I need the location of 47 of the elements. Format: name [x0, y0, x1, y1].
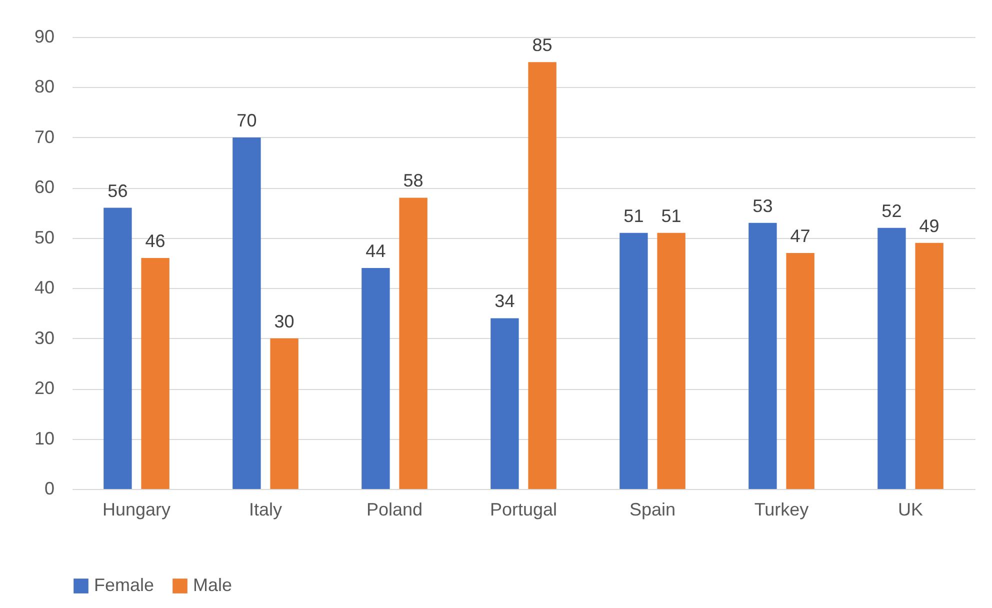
- legend-label: Female: [94, 575, 154, 595]
- x-tick-label: Poland: [366, 500, 423, 520]
- y-tick-label: 30: [34, 328, 54, 348]
- bar: [528, 62, 556, 489]
- data-label: 30: [274, 311, 294, 332]
- bar: [270, 338, 298, 489]
- data-label: 56: [108, 180, 128, 201]
- data-label: 52: [882, 200, 902, 221]
- bar: [786, 252, 814, 489]
- data-label: 51: [624, 206, 644, 226]
- y-tick-label: 70: [34, 126, 54, 147]
- y-tick-label: 90: [34, 26, 54, 46]
- x-tick-label: Turkey: [754, 500, 809, 520]
- bar: [620, 232, 648, 489]
- y-tick-label: 0: [44, 478, 54, 498]
- bar: [748, 222, 777, 489]
- data-label: 51: [661, 206, 682, 226]
- y-tick-label: 10: [34, 428, 54, 448]
- y-tick-label: 50: [34, 227, 54, 248]
- bar: [141, 258, 170, 489]
- x-tick-label: Hungary: [102, 500, 171, 520]
- data-label: 46: [145, 230, 166, 251]
- y-tick-label: 80: [34, 76, 54, 97]
- data-label: 58: [403, 170, 424, 191]
- data-label: 49: [919, 216, 940, 236]
- data-label: 70: [236, 110, 257, 130]
- bar: [878, 228, 906, 489]
- data-label: 44: [366, 241, 386, 262]
- bar: [490, 318, 519, 489]
- y-tick-label: 20: [34, 378, 54, 398]
- x-tick-label: UK: [898, 500, 924, 520]
- y-tick-label: 40: [34, 278, 54, 298]
- data-label: 53: [752, 196, 773, 216]
- bar: [232, 137, 261, 489]
- x-tick-label: Spain: [629, 500, 676, 520]
- bar: [104, 208, 132, 489]
- y-tick-label: 60: [34, 177, 54, 198]
- bar: [399, 198, 428, 489]
- bar: [915, 242, 944, 489]
- x-tick-label: Italy: [248, 500, 282, 520]
- legend-label: Male: [193, 575, 232, 595]
- x-tick-label: Portugal: [490, 500, 558, 520]
- data-label: 34: [494, 291, 515, 312]
- bar: [657, 232, 686, 489]
- data-label: 47: [790, 226, 810, 246]
- bar: [362, 268, 390, 489]
- data-label: 85: [532, 35, 552, 56]
